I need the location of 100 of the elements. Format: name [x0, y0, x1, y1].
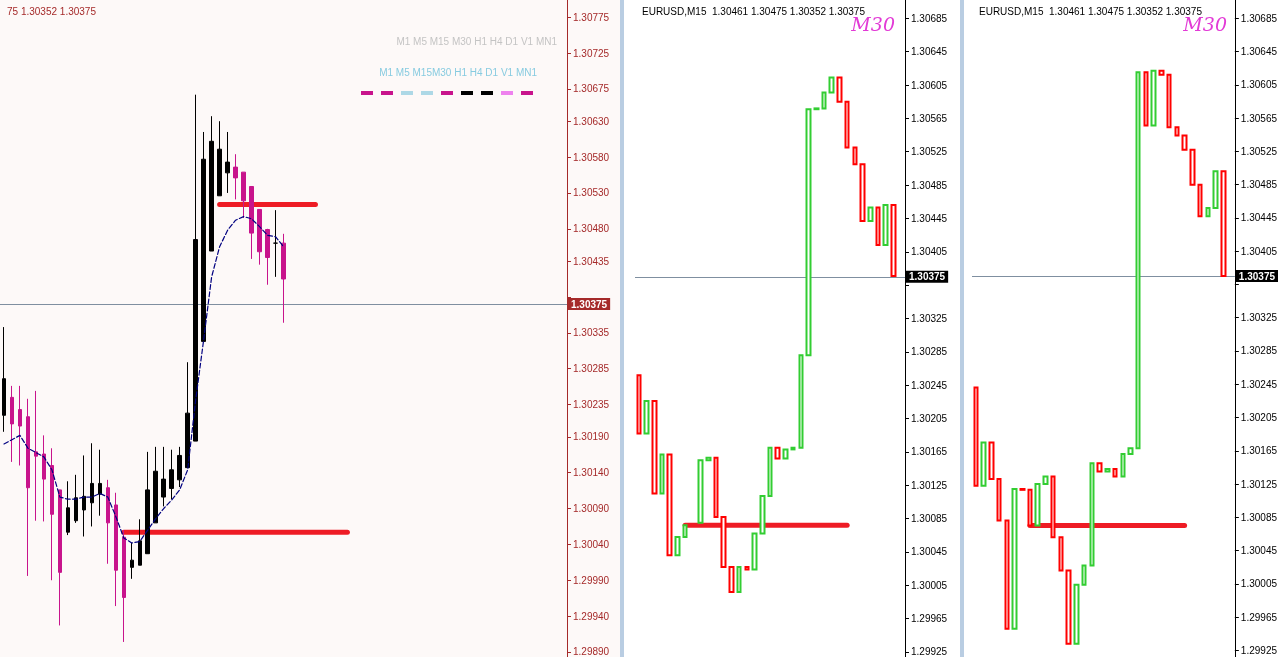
candlestick — [42, 434, 46, 522]
candlestick — [58, 489, 62, 626]
candlestick — [643, 400, 650, 435]
candlestick — [713, 456, 719, 518]
candlestick — [233, 153, 238, 200]
y-tick-label: 1.30480 — [573, 223, 610, 235]
candlestick — [281, 233, 286, 324]
candlestick — [1096, 462, 1103, 473]
y-tick-label: 1.29925 — [1240, 644, 1278, 656]
candlestick — [1220, 170, 1227, 278]
y-tick-label: 1.30445 — [1240, 212, 1278, 224]
candlestick — [980, 441, 987, 487]
y-tick-label: 1.29940 — [573, 610, 610, 622]
candlestick — [798, 354, 804, 449]
candlestick — [1112, 468, 1118, 478]
y-tick-label: 1.30285 — [911, 346, 948, 358]
y-tick-label: 1.30090 — [573, 503, 610, 515]
candlestick — [859, 163, 866, 222]
y-tick-label: 1.30245 — [1240, 378, 1278, 390]
y-tick-label: 1.30125 — [911, 479, 948, 491]
y-tick-label: 1.30685 — [911, 12, 948, 24]
candlestick — [1212, 170, 1219, 209]
candlestick — [1197, 183, 1203, 218]
y-tick-label: 1.30285 — [1240, 345, 1278, 357]
y-tick-label: 1.30485 — [911, 179, 948, 191]
candlestick — [996, 478, 1002, 522]
y-tick-label: 1.29965 — [911, 613, 948, 625]
y-tick-label: 1.30285 — [573, 363, 610, 375]
y-tick-label: 1.30005 — [911, 579, 948, 591]
y-tick-label: 1.30485 — [1240, 179, 1278, 191]
candlestick — [1011, 488, 1018, 630]
candlestick — [169, 449, 174, 500]
candlestick — [1166, 73, 1172, 129]
candlestick — [728, 565, 735, 593]
y-tick-label: 1.30405 — [911, 246, 948, 258]
candlestick — [26, 398, 30, 577]
y-tick-label: 1.30685 — [1240, 12, 1278, 24]
candlestick — [782, 448, 789, 460]
candlestick — [790, 446, 796, 451]
candlestick — [666, 453, 673, 557]
y-tick-label: 1.30580 — [573, 151, 610, 163]
y-tick-label: 1.30245 — [911, 379, 948, 391]
candlestick — [1081, 564, 1087, 586]
candlestick — [659, 453, 665, 495]
candlestick — [705, 456, 712, 462]
candlestick — [1065, 569, 1072, 645]
candlestick — [813, 107, 820, 111]
candlestick — [114, 492, 118, 607]
y-tick-label: 1.30645 — [1240, 46, 1278, 58]
candlestick — [257, 208, 262, 266]
candlestick — [1158, 69, 1165, 76]
candlestick — [767, 446, 773, 498]
y-tick-label: 1.30190 — [573, 431, 610, 443]
y-tick-label: 1.30140 — [573, 467, 610, 479]
y-tick-label: 1.30205 — [1240, 411, 1278, 423]
y-tick-label: 1.30005 — [1240, 578, 1278, 590]
candlestick — [697, 459, 704, 524]
y-tick-label: 1.30325 — [911, 312, 948, 324]
annotation: M1 M5 M15M30 H1 H4 D1 V1 MN1 — [379, 66, 538, 78]
y-tick-label: 1.30335 — [573, 327, 610, 339]
y-tick-label: 1.30085 — [911, 513, 948, 525]
y-tick-label: 1.30165 — [911, 446, 948, 458]
candlestick — [759, 495, 766, 535]
line-series — [3, 216, 285, 544]
candlestick — [74, 474, 78, 524]
text: 75 1.30352 1.30375 — [7, 5, 97, 17]
candlestick — [1135, 71, 1141, 450]
y-tick-label: 1.29925 — [911, 646, 948, 657]
candlestick — [209, 115, 214, 252]
y-tick-label: 1.30565 — [1240, 112, 1278, 124]
y-tick-label: 1.30525 — [911, 146, 948, 158]
candlestick — [1042, 475, 1049, 486]
candlestick — [1089, 462, 1095, 567]
candlestick — [98, 449, 102, 517]
candlestick — [882, 204, 889, 247]
candlestick — [138, 518, 142, 566]
y-tick-label: 1.30775 — [573, 11, 610, 23]
ref-line-label: 1.30375 — [571, 298, 608, 310]
y-tick-label: 1.30405 — [1240, 245, 1278, 257]
candlestick — [34, 390, 38, 522]
candlestick — [651, 400, 658, 495]
candlestick — [1058, 536, 1064, 572]
candlestick — [225, 131, 230, 194]
candlestick — [988, 441, 995, 481]
annotation: M1 M5 M15 M30 H1 H4 D1 V1 MN1 — [396, 35, 558, 47]
y-tick-label: 1.30565 — [911, 112, 948, 124]
candlestick — [106, 479, 110, 565]
candlestick — [122, 529, 126, 643]
candlestick — [201, 131, 206, 342]
candlestick — [1120, 453, 1126, 478]
candlestick — [90, 442, 94, 527]
y-tick-label: 1.29890 — [573, 646, 610, 657]
candlestick — [82, 454, 86, 537]
candlestick — [241, 171, 246, 219]
candlestick — [177, 446, 182, 488]
y-tick-label: 1.30325 — [1240, 312, 1278, 324]
ref-line-label: 1.30375 — [909, 271, 946, 283]
y-tick-label: 1.30435 — [573, 255, 610, 267]
y-tick-label: 1.30725 — [573, 47, 610, 59]
y-tick-label: 1.30085 — [1240, 511, 1278, 523]
